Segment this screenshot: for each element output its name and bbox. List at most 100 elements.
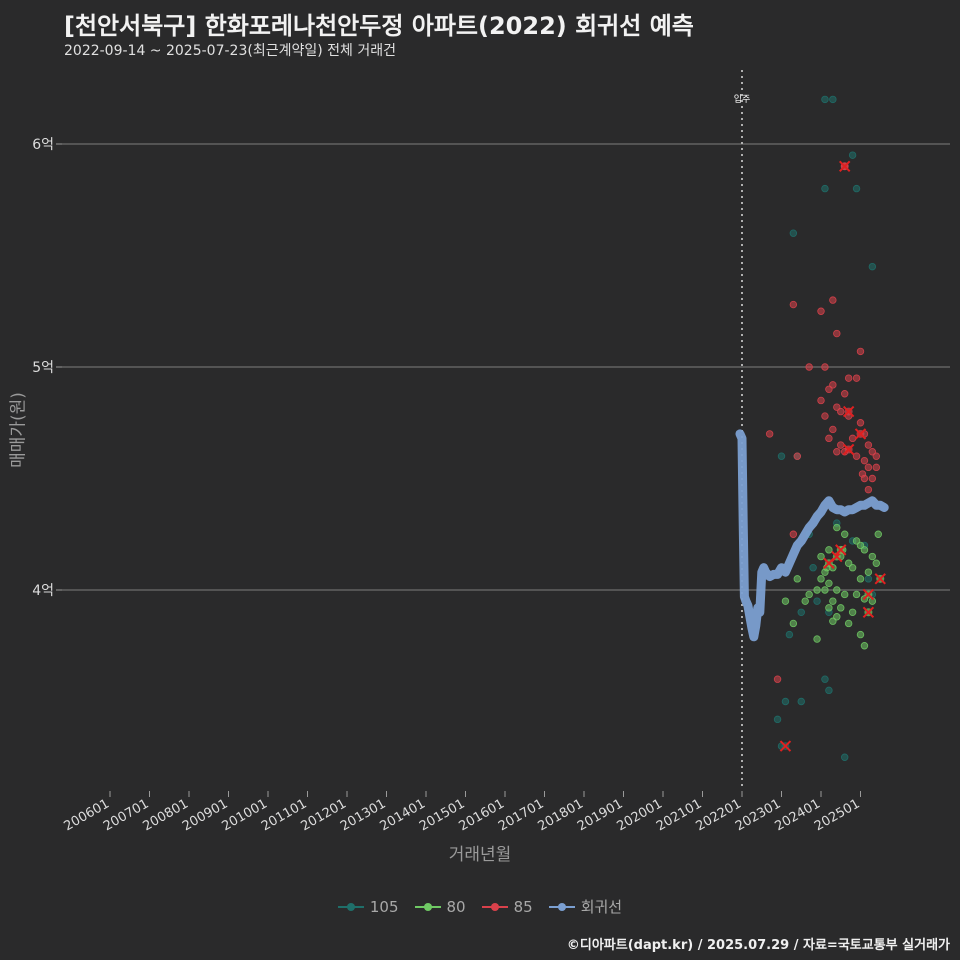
cross-marker-stroke: [838, 160, 851, 173]
cross-marker: [779, 740, 792, 752]
data-point-105: [785, 630, 794, 639]
data-point-80: [829, 617, 837, 625]
data-point-85: [872, 452, 880, 460]
cross-marker: [874, 573, 886, 585]
data-point-80: [817, 575, 825, 583]
chart-title: [천안서북구] 한화포레나천안두정 아파트(2022) 회귀선 예측: [64, 12, 694, 40]
data-point-105: [825, 686, 833, 695]
data-point-105: [868, 262, 877, 271]
legend-item: 85: [481, 896, 533, 917]
legend-label: 105: [369, 897, 399, 916]
data-point-105: [852, 184, 861, 193]
data-point-85: [765, 430, 774, 438]
y-axis-label: 매매가(원): [8, 392, 29, 468]
data-point-80: [848, 608, 857, 616]
data-point-80: [821, 586, 829, 594]
data-point-85: [848, 434, 857, 443]
data-point-85: [833, 448, 841, 456]
cross-marker: [854, 428, 867, 440]
data-point-85: [829, 425, 837, 434]
data-point-85: [841, 390, 849, 398]
data-point-85: [864, 441, 873, 449]
cross-marker-stroke: [842, 443, 855, 456]
data-point-85: [864, 485, 873, 494]
data-point-85: [821, 412, 829, 420]
data-point-85: [821, 363, 829, 371]
y-tick-label: 5억: [32, 360, 54, 376]
data-point-105: [848, 151, 857, 159]
data-point-80: [841, 530, 849, 538]
data-point-80: [872, 559, 880, 567]
cross-marker: [823, 557, 835, 569]
data-point-80: [848, 564, 857, 572]
data-point-85: [852, 452, 861, 460]
chart-subtitle: 2022-09-14 ~ 2025-07-23(최근계약일) 전체 거래건: [64, 43, 396, 59]
data-point-85: [817, 396, 825, 405]
legend: 105 80 85 회귀선: [0, 896, 960, 917]
data-point-85: [872, 463, 880, 472]
data-point-80: [825, 604, 833, 612]
data-point-105: [773, 715, 782, 724]
legend-label: 85: [513, 897, 533, 916]
data-point-105: [829, 95, 837, 104]
data-point-80: [825, 546, 833, 554]
data-point-85: [858, 470, 867, 478]
data-point-85: [825, 385, 833, 393]
data-point-80: [801, 597, 809, 605]
data-point-80: [860, 546, 869, 554]
cross-marker-stroke: [862, 588, 875, 601]
x-tick-label: 202501: [812, 796, 862, 834]
y-tick-label: 4억: [32, 583, 54, 599]
cross-marker: [862, 588, 875, 601]
data-point-85: [856, 347, 865, 356]
data-point-80: [856, 630, 865, 639]
data-point-80: [793, 575, 801, 583]
data-point-85: [789, 300, 798, 309]
footer-credit: ©디아파트(dapt.kr) / 2025.07.29 / 자료=국토교통부 실…: [566, 938, 950, 953]
legend-key-icon: [414, 900, 441, 914]
x-axis-label: 거래년월: [448, 845, 512, 865]
legend-item: 80: [414, 896, 466, 917]
data-point-105: [797, 608, 805, 616]
data-point-85: [829, 296, 837, 304]
cross-marker-stroke: [779, 740, 792, 752]
data-point-80: [829, 597, 837, 605]
data-point-85: [844, 374, 853, 382]
legend-key-dot: [557, 902, 566, 911]
legend-key-icon: [337, 900, 364, 914]
data-point-85: [864, 463, 873, 472]
cross-marker: [835, 544, 847, 556]
data-point-85: [860, 456, 869, 465]
data-point-80: [837, 604, 845, 612]
legend-item: 회귀선: [548, 896, 623, 917]
data-point-85: [773, 675, 782, 683]
data-point-80: [805, 590, 813, 599]
data-point-105: [781, 697, 790, 706]
legend-key-icon: [481, 900, 508, 914]
legend-label: 회귀선: [580, 898, 623, 916]
data-point-105: [797, 697, 805, 706]
data-point-80: [868, 552, 877, 561]
data-point-85: [852, 374, 861, 382]
data-point-85: [817, 307, 825, 315]
data-point-80: [781, 597, 790, 605]
cross-marker: [862, 606, 875, 619]
data-point-80: [833, 586, 841, 594]
data-point-85: [833, 329, 841, 338]
legend-key-dot: [490, 902, 499, 911]
legend-key-dot: [423, 902, 432, 911]
legend-key-dot: [346, 902, 355, 911]
data-point-105: [821, 675, 829, 683]
data-point-80: [813, 586, 821, 594]
data-point-85: [868, 474, 877, 483]
cross-marker-stroke: [842, 405, 855, 418]
data-point-80: [825, 579, 833, 588]
data-point-85: [793, 452, 801, 460]
data-point-80: [852, 590, 861, 599]
movein-label: 입주: [734, 93, 751, 105]
data-point-105: [821, 95, 829, 104]
legend-item: 105: [337, 896, 399, 917]
data-point-80: [833, 523, 841, 532]
data-point-105: [777, 452, 786, 460]
